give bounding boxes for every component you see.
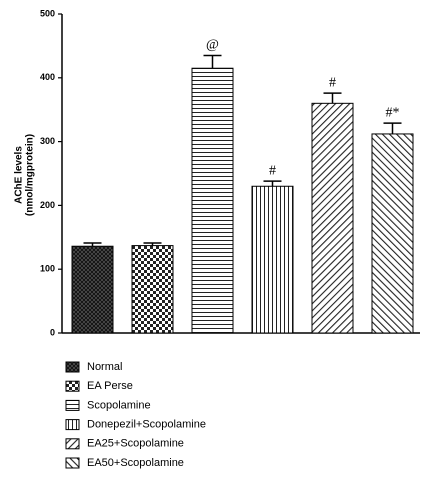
legend-label: Scopolamine [87, 399, 151, 411]
legend-label: Donepezil+Scopolamine [87, 419, 206, 431]
bar [251, 185, 294, 334]
legend-swatch [65, 361, 80, 373]
legend-label: EA25+Scopolamine [87, 438, 184, 450]
bar [131, 245, 174, 334]
bar [311, 102, 354, 334]
legend-swatch [65, 419, 80, 431]
legend-swatch [65, 457, 80, 469]
annotation: # [329, 75, 336, 90]
error-bar [383, 122, 402, 134]
y-tick-label: 300 [40, 136, 55, 146]
y-tick-label: 200 [40, 200, 55, 210]
y-label-line: AChE levels [14, 146, 25, 204]
annotation: @ [206, 38, 219, 53]
y-axis-title: AChE levels (nmol/mgprotein) [14, 134, 36, 216]
error-bar [263, 180, 282, 187]
legend-label: EA50+Scopolamine [87, 457, 184, 469]
error-bar [83, 242, 102, 247]
legend-swatch [65, 380, 80, 392]
bar [191, 67, 234, 334]
error-bar [323, 92, 342, 104]
bar [71, 245, 114, 334]
error-bar [203, 54, 222, 69]
annotation: #* [386, 105, 400, 120]
bar [371, 133, 414, 334]
y-tick-label: 500 [40, 8, 55, 18]
y-label-line: (nmol/mgprotein) [25, 134, 36, 216]
annotation: # [269, 163, 276, 178]
y-tick-label: 400 [40, 72, 55, 82]
legend-swatch [65, 399, 80, 411]
legend-swatch [65, 438, 80, 450]
legend-label: EA Perse [87, 380, 133, 392]
error-bar [143, 242, 162, 246]
y-tick-label: 0 [50, 327, 55, 337]
legend-label: Normal [87, 361, 122, 373]
y-tick-label: 100 [40, 264, 55, 274]
